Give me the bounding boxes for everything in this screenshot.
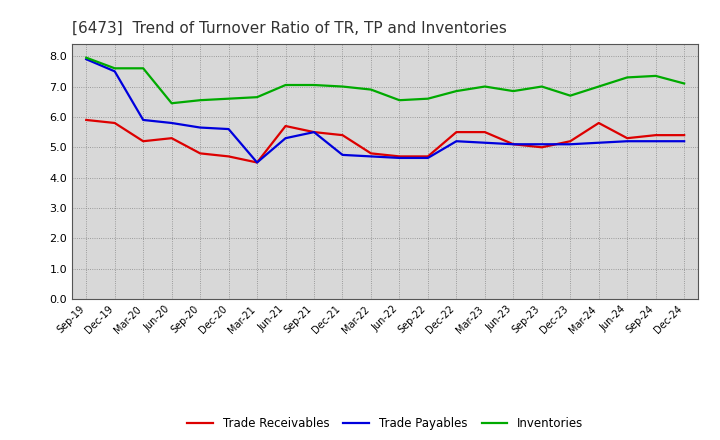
Inventories bbox=[110, 66, 119, 71]
Trade Payables bbox=[566, 142, 575, 147]
Trade Payables bbox=[282, 136, 290, 141]
Inventories bbox=[196, 98, 204, 103]
Inventories bbox=[480, 84, 489, 89]
Trade Receivables bbox=[537, 145, 546, 150]
Text: [6473]  Trend of Turnover Ratio of TR, TP and Inventories: [6473] Trend of Turnover Ratio of TR, TP… bbox=[72, 21, 507, 36]
Trade Receivables bbox=[595, 121, 603, 126]
Trade Payables bbox=[623, 139, 631, 144]
Trade Payables bbox=[509, 142, 518, 147]
Inventories bbox=[282, 82, 290, 88]
Trade Payables bbox=[366, 154, 375, 159]
Inventories bbox=[595, 84, 603, 89]
Trade Receivables bbox=[480, 129, 489, 135]
Trade Payables bbox=[680, 139, 688, 144]
Inventories bbox=[310, 82, 318, 88]
Inventories bbox=[509, 88, 518, 94]
Trade Receivables bbox=[139, 139, 148, 144]
Inventories bbox=[82, 55, 91, 60]
Trade Payables bbox=[225, 126, 233, 132]
Trade Receivables bbox=[366, 151, 375, 156]
Trade Receivables bbox=[652, 132, 660, 138]
Trade Receivables bbox=[110, 121, 119, 126]
Inventories bbox=[623, 75, 631, 80]
Line: Trade Receivables: Trade Receivables bbox=[86, 120, 684, 162]
Trade Payables bbox=[480, 140, 489, 145]
Trade Receivables bbox=[167, 136, 176, 141]
Trade Receivables bbox=[310, 129, 318, 135]
Line: Trade Payables: Trade Payables bbox=[86, 59, 684, 162]
Trade Receivables bbox=[623, 136, 631, 141]
Trade Payables bbox=[253, 160, 261, 165]
Trade Payables bbox=[167, 121, 176, 126]
Trade Receivables bbox=[253, 160, 261, 165]
Trade Payables bbox=[395, 155, 404, 161]
Trade Payables bbox=[595, 140, 603, 145]
Trade Receivables bbox=[282, 123, 290, 128]
Trade Payables bbox=[310, 129, 318, 135]
Trade Receivables bbox=[566, 139, 575, 144]
Line: Inventories: Inventories bbox=[86, 58, 684, 103]
Trade Receivables bbox=[225, 154, 233, 159]
Trade Payables bbox=[537, 142, 546, 147]
Inventories bbox=[338, 84, 347, 89]
Trade Payables bbox=[652, 139, 660, 144]
Inventories bbox=[139, 66, 148, 71]
Inventories bbox=[167, 101, 176, 106]
Inventories bbox=[423, 96, 432, 101]
Inventories bbox=[225, 96, 233, 101]
Trade Receivables bbox=[196, 151, 204, 156]
Trade Receivables bbox=[423, 154, 432, 159]
Trade Receivables bbox=[395, 154, 404, 159]
Inventories bbox=[566, 93, 575, 98]
Trade Payables bbox=[110, 69, 119, 74]
Inventories bbox=[452, 88, 461, 94]
Inventories bbox=[395, 98, 404, 103]
Trade Receivables bbox=[509, 142, 518, 147]
Trade Payables bbox=[82, 57, 91, 62]
Trade Payables bbox=[338, 152, 347, 158]
Inventories bbox=[537, 84, 546, 89]
Inventories bbox=[253, 95, 261, 100]
Inventories bbox=[652, 73, 660, 78]
Trade Payables bbox=[139, 117, 148, 123]
Trade Receivables bbox=[680, 132, 688, 138]
Trade Receivables bbox=[82, 117, 91, 123]
Trade Receivables bbox=[338, 132, 347, 138]
Inventories bbox=[680, 81, 688, 86]
Inventories bbox=[366, 87, 375, 92]
Trade Payables bbox=[196, 125, 204, 130]
Legend: Trade Receivables, Trade Payables, Inventories: Trade Receivables, Trade Payables, Inven… bbox=[182, 412, 588, 435]
Trade Receivables bbox=[452, 129, 461, 135]
Trade Payables bbox=[452, 139, 461, 144]
Trade Payables bbox=[423, 155, 432, 161]
